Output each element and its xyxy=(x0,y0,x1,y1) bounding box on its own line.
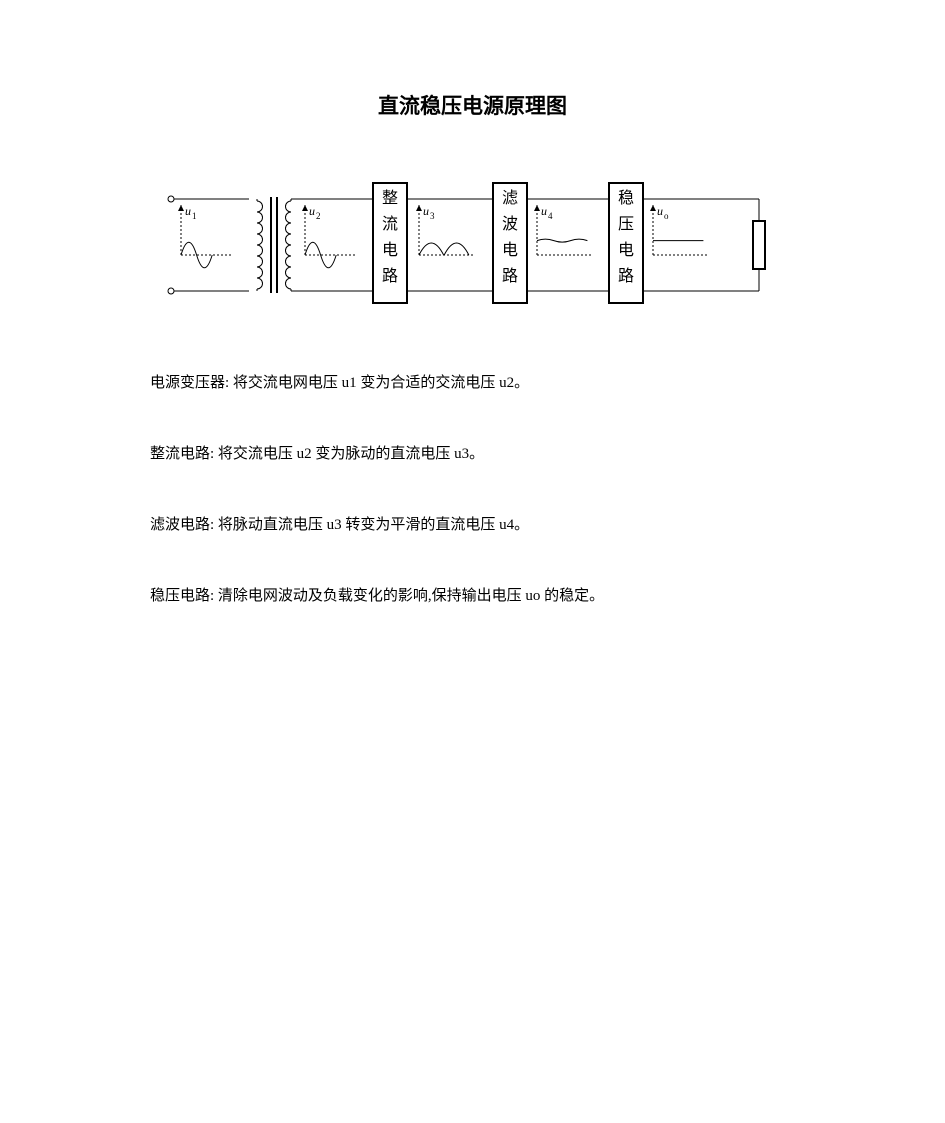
desc-row: 滤波电路: 将脉动直流电压 u3 转变为平滑的直流电压 u4。 xyxy=(150,512,795,539)
svg-text:u: u xyxy=(185,204,191,218)
svg-text:稳: 稳 xyxy=(617,189,633,207)
block-diagram: u1u2整流电路u3滤波电路u4稳压电路uo xyxy=(163,175,783,315)
svg-text:1: 1 xyxy=(192,211,197,221)
svg-text:路: 路 xyxy=(501,267,517,285)
svg-text:波: 波 xyxy=(501,215,517,233)
desc-row: 电源变压器: 将交流电网电压 u1 变为合适的交流电压 u2。 xyxy=(150,370,795,397)
desc-label: 稳压电路: xyxy=(150,588,214,604)
desc-label: 整流电路: xyxy=(150,446,214,462)
desc-text: 将交流电网电压 u1 变为合适的交流电压 u2。 xyxy=(229,375,529,391)
desc-label: 滤波电路: xyxy=(150,517,214,533)
svg-text:压: 压 xyxy=(617,216,633,233)
svg-text:3: 3 xyxy=(430,211,435,221)
page-title: 直流稳压电源原理图 xyxy=(150,90,795,120)
svg-text:u: u xyxy=(541,204,547,218)
svg-text:u: u xyxy=(309,204,315,218)
desc-text: 清除电网波动及负载变化的影响,保持输出电压 uo 的稳定。 xyxy=(214,588,604,604)
svg-text:电: 电 xyxy=(617,241,633,259)
svg-text:路: 路 xyxy=(381,267,397,285)
svg-text:电: 电 xyxy=(501,241,517,259)
svg-text:4: 4 xyxy=(548,211,553,221)
svg-text:整: 整 xyxy=(381,189,397,207)
desc-row: 整流电路: 将交流电压 u2 变为脉动的直流电压 u3。 xyxy=(150,441,795,468)
desc-row: 稳压电路: 清除电网波动及负载变化的影响,保持输出电压 uo 的稳定。 xyxy=(150,583,795,610)
svg-text:2: 2 xyxy=(316,211,321,221)
svg-text:路: 路 xyxy=(617,267,633,285)
svg-text:u: u xyxy=(423,204,429,218)
desc-text: 将脉动直流电压 u3 转变为平滑的直流电压 u4。 xyxy=(214,517,529,533)
svg-text:滤: 滤 xyxy=(501,189,517,207)
svg-text:o: o xyxy=(664,211,669,221)
descriptions: 电源变压器: 将交流电网电压 u1 变为合适的交流电压 u2。 整流电路: 将交… xyxy=(150,370,795,610)
desc-text: 将交流电压 u2 变为脉动的直流电压 u3。 xyxy=(214,446,484,462)
svg-text:电: 电 xyxy=(381,241,397,259)
desc-label: 电源变压器: xyxy=(150,375,229,391)
svg-text:u: u xyxy=(657,204,663,218)
svg-text:流: 流 xyxy=(381,215,397,233)
